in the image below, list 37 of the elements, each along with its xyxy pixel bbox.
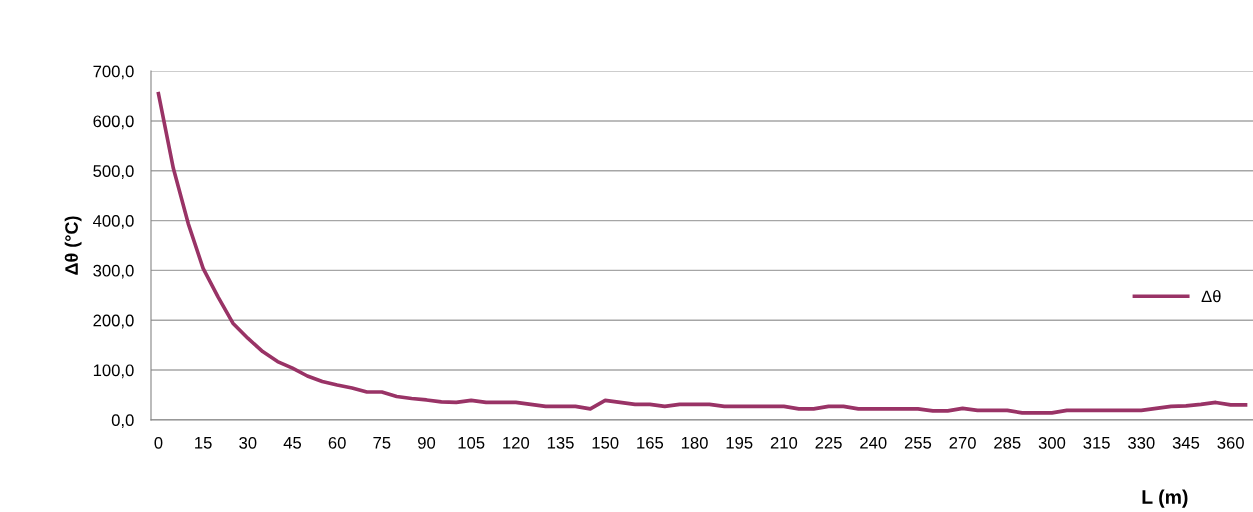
y-tick-label: 700,0 bbox=[93, 65, 134, 80]
x-tick-label: 0 bbox=[154, 436, 163, 449]
y-axis-title: Δθ (°C) bbox=[64, 216, 82, 275]
x-tick-label: 345 bbox=[1172, 436, 1200, 449]
x-tick-label: 255 bbox=[904, 436, 932, 449]
y-tick-label: 100,0 bbox=[93, 364, 134, 379]
x-tick-label: 105 bbox=[458, 436, 485, 449]
x-tick-label: 150 bbox=[592, 436, 619, 449]
x-tick-label: 210 bbox=[770, 436, 798, 449]
x-tick-label: 360 bbox=[1217, 436, 1244, 449]
x-tick-label: 195 bbox=[726, 436, 753, 449]
x-tick-label: 285 bbox=[994, 436, 1021, 449]
x-tick-label: 180 bbox=[681, 436, 708, 449]
x-tick-label: 300 bbox=[1038, 436, 1066, 449]
x-tick-label: 330 bbox=[1128, 436, 1155, 449]
x-tick-label: 315 bbox=[1083, 436, 1110, 449]
x-tick-label: 60 bbox=[328, 436, 346, 449]
x-tick-label: 120 bbox=[503, 436, 530, 449]
x-tick-label: 135 bbox=[547, 436, 574, 449]
y-tick-label: 500,0 bbox=[93, 165, 134, 179]
x-axis-title: L (m) bbox=[1142, 489, 1188, 508]
legend-label: Δθ bbox=[1201, 290, 1221, 303]
y-tick-label: 400,0 bbox=[93, 215, 134, 229]
x-tick-label: 165 bbox=[637, 436, 664, 449]
y-tick-label: 200,0 bbox=[93, 314, 134, 329]
x-tick-label: 240 bbox=[860, 436, 887, 449]
x-tick-label: 45 bbox=[283, 437, 302, 449]
line-series bbox=[156, 91, 1248, 415]
x-tick-label: 225 bbox=[815, 436, 842, 449]
x-tick-label: 15 bbox=[195, 437, 212, 449]
x-tick-label: 90 bbox=[418, 436, 436, 449]
x-tick-label: 270 bbox=[949, 436, 976, 449]
y-tick-label: 300,0 bbox=[93, 264, 134, 279]
x-tick-label: 75 bbox=[373, 437, 391, 449]
y-tick-label: 600,0 bbox=[93, 115, 134, 130]
y-tick-label: 0,0 bbox=[111, 414, 134, 429]
x-tick-label: 30 bbox=[239, 436, 257, 449]
